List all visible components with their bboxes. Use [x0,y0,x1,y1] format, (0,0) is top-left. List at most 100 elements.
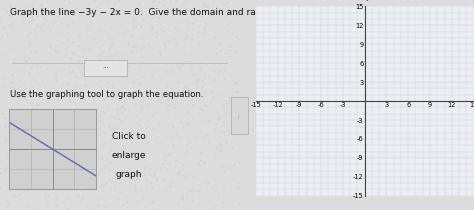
Point [108,96,115,100]
Point [182,33,190,36]
Point [143,165,150,169]
Point [93,4,100,8]
Point [231,50,238,53]
Point [103,157,110,160]
Point [201,8,209,12]
Point [88,184,96,187]
Point [174,171,182,175]
Point [151,70,159,73]
Point [121,107,129,111]
Point [33,25,41,28]
Point [5,164,12,167]
Point [1,168,9,171]
Point [139,99,146,102]
Point [39,60,46,63]
Point [178,63,186,66]
Point [188,198,195,201]
Point [17,198,24,201]
Point [72,141,80,144]
Point [100,97,108,101]
Point [83,24,91,27]
Point [23,108,30,112]
Point [7,157,14,160]
Point [220,67,228,71]
Point [106,54,114,58]
Point [217,50,224,53]
Point [164,167,171,171]
Point [113,51,121,54]
Point [146,173,154,177]
Point [25,180,32,183]
Point [232,10,239,14]
Point [138,36,146,39]
Point [198,78,206,82]
Point [211,36,219,39]
Point [51,48,58,51]
Point [35,30,43,34]
Point [210,1,217,4]
Point [230,178,237,181]
Point [30,2,38,5]
Point [148,53,155,56]
Point [85,107,92,110]
Point [17,166,25,169]
Point [169,143,176,146]
Point [198,14,205,18]
Point [189,21,196,25]
Point [155,141,162,145]
Point [210,79,218,82]
Point [51,181,59,184]
Point [21,60,28,63]
Point [74,194,82,197]
Point [148,186,156,190]
Point [102,182,110,185]
Point [25,71,32,75]
Text: Graph the line −3y − 2x = 0.  Give the domain and range.: Graph the line −3y − 2x = 0. Give the do… [9,8,275,17]
Point [6,172,14,175]
Point [232,35,240,39]
Point [84,2,91,6]
Point [166,0,174,2]
Point [45,100,52,103]
Point [91,114,99,117]
Point [173,163,180,167]
Point [95,196,103,200]
Point [184,123,191,126]
Point [228,92,236,95]
Point [149,114,156,117]
Point [71,155,78,158]
Point [201,179,209,183]
Point [223,140,230,144]
Point [2,9,10,13]
Point [43,205,50,208]
Point [214,194,222,198]
Point [160,155,167,158]
Point [113,153,120,156]
Point [116,64,124,68]
Point [0,17,5,20]
Point [29,134,36,138]
Point [57,183,65,187]
Point [53,9,61,12]
Point [68,116,75,120]
Point [67,71,74,74]
Point [53,14,61,18]
Point [228,107,236,111]
Point [101,142,109,145]
Point [100,188,107,192]
Point [206,208,213,210]
Point [202,55,210,59]
Point [71,175,78,178]
Point [187,68,194,72]
Point [24,35,32,39]
Point [135,1,143,5]
Point [175,169,183,172]
Point [123,201,131,204]
Point [26,42,33,45]
Point [145,42,152,45]
Point [170,119,177,122]
Point [69,51,76,55]
Point [88,60,96,64]
Point [51,126,59,129]
Point [226,110,233,113]
